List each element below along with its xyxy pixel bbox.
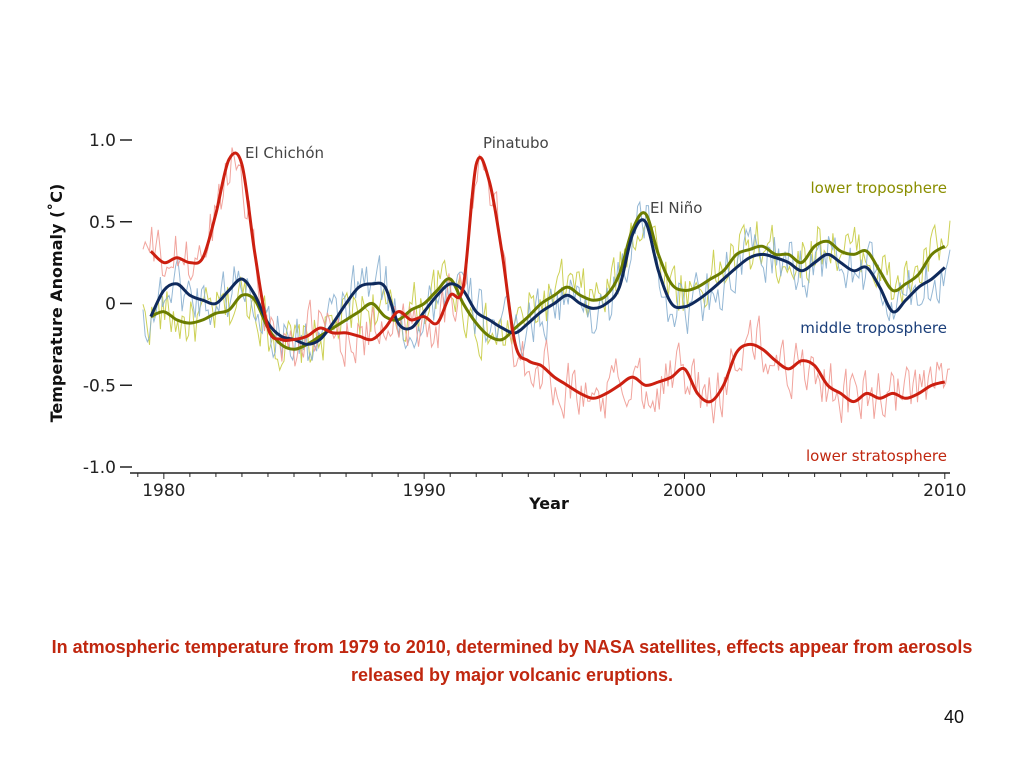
lower-stratosphere-label: lower stratosphere xyxy=(806,447,947,465)
y-tick-label: 0.5 xyxy=(89,213,116,233)
smoothed-series-layer xyxy=(149,151,946,404)
annotation-layer: El Chichón Pinatubo El Niño xyxy=(245,134,703,217)
lower-stratosphere-smoothed-line xyxy=(149,151,946,404)
annotation-label: El Niño xyxy=(650,199,703,217)
lower-troposphere-smoothed-line xyxy=(150,211,946,351)
page-number: 40 xyxy=(943,707,964,727)
y-axis: 1.0 0.5 0 -0.5 -1.0 xyxy=(83,131,132,478)
series-label-layer: lower troposphere middle troposphere lower… xyxy=(800,179,947,465)
x-axis-title: Year xyxy=(528,494,569,513)
lower-troposphere-label: lower troposphere xyxy=(810,179,947,197)
raw-series-layer xyxy=(142,147,951,424)
middle-troposphere-label: middle troposphere xyxy=(800,319,947,337)
y-tick-label: -0.5 xyxy=(83,376,116,396)
slide-caption: In atmospheric temperature from 1979 to … xyxy=(51,637,973,685)
middle-troposphere-raw-line xyxy=(142,200,951,362)
x-tick-label: 1980 xyxy=(142,481,185,501)
temperature-anomaly-chart: 1.0 0.5 0 -0.5 -1.0 1980 1990 2000 2010 Year Te… xyxy=(47,131,966,513)
x-tick-label: 2010 xyxy=(923,481,966,501)
y-tick-label: 1.0 xyxy=(89,131,116,151)
lower-stratosphere-raw-line xyxy=(142,147,951,424)
annotation-label: El Chichón xyxy=(245,144,324,162)
lower-troposphere-raw-line xyxy=(142,220,951,372)
x-tick-label: 2000 xyxy=(663,481,706,501)
x-axis: 1980 1990 2000 2010 xyxy=(130,472,966,501)
y-tick-label: -1.0 xyxy=(83,458,116,478)
annotation-label: Pinatubo xyxy=(483,134,549,152)
y-tick-label: 0 xyxy=(105,295,116,315)
middle-troposphere-smoothed-line xyxy=(149,218,946,346)
y-axis-title: Temperature Anomaly (˚C) xyxy=(47,184,66,423)
x-tick-label: 1990 xyxy=(403,481,446,501)
